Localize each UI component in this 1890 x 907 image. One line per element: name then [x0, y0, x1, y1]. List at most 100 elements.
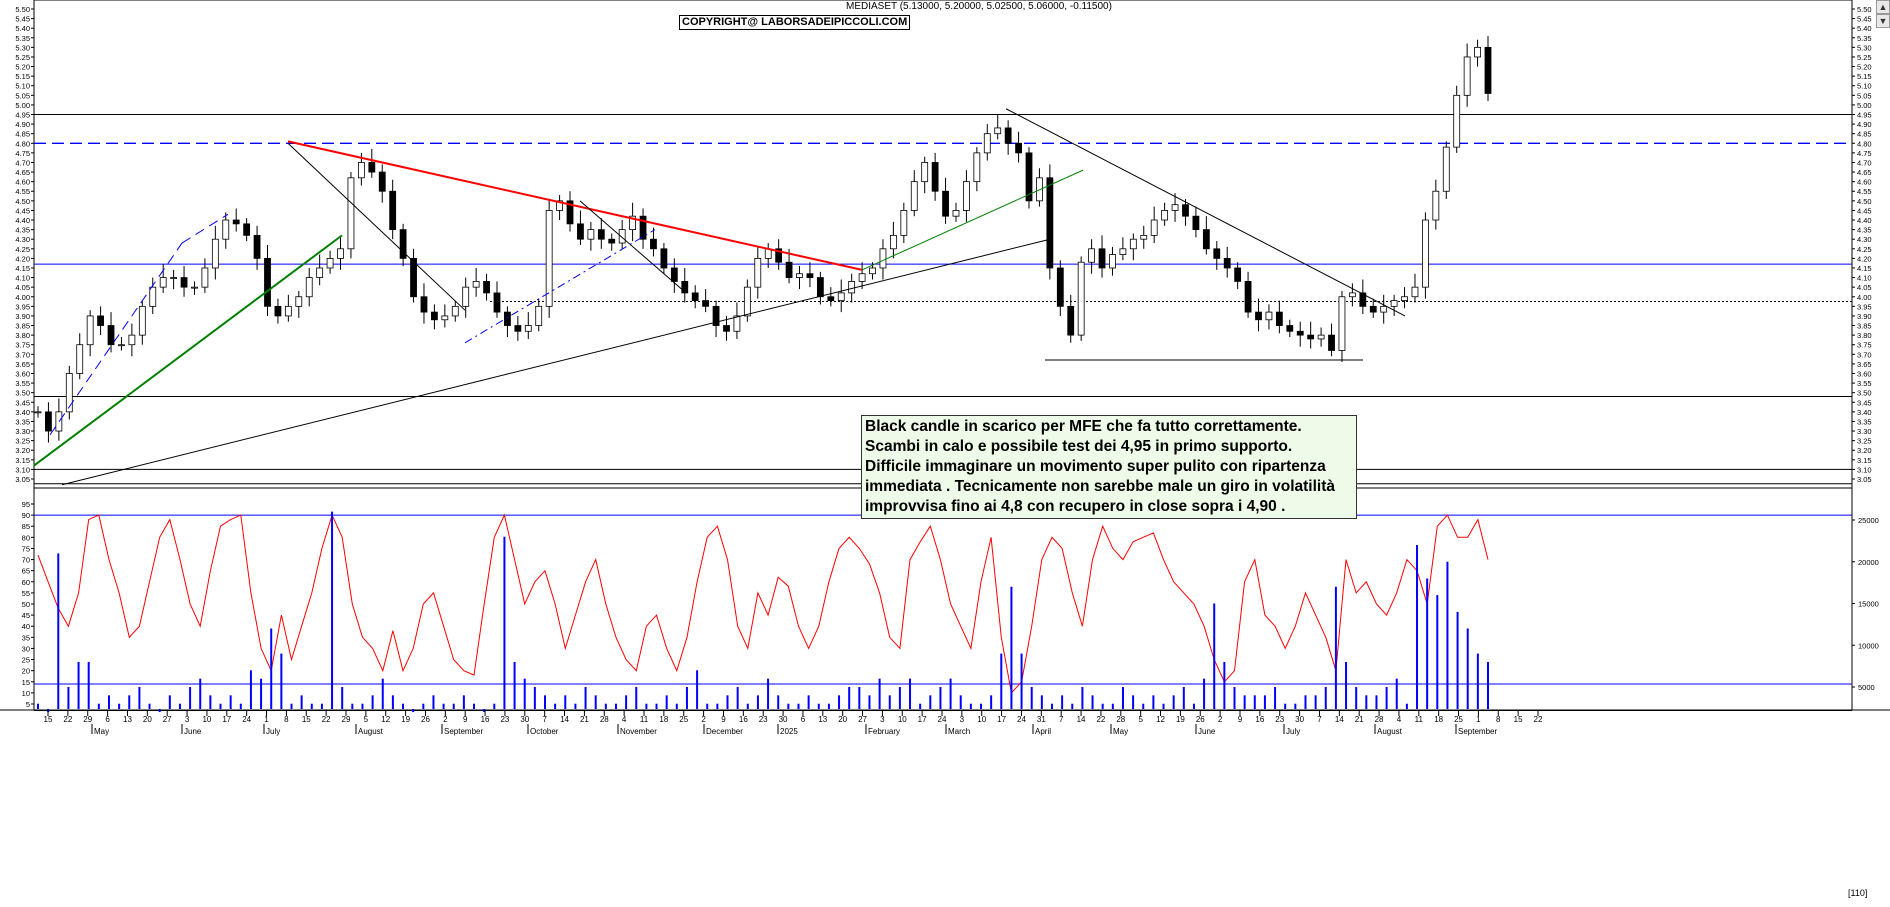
candle-body — [608, 238, 616, 244]
candle-body — [1223, 257, 1231, 269]
candle-body — [253, 234, 261, 259]
candle-body — [1140, 234, 1148, 240]
y-tick-label: 4.85 — [15, 130, 30, 139]
y-tick-label: 3.10 — [1857, 465, 1872, 474]
candle-body — [180, 277, 188, 288]
y-tick-label: 3.95 — [15, 302, 30, 311]
x-tick-label: 8 — [284, 715, 289, 724]
candle-body — [1171, 204, 1179, 211]
x-tick-label: 15 — [1514, 715, 1523, 724]
trendlines — [33, 108, 1406, 486]
candle-body — [816, 277, 824, 298]
y-tick-label: 3.20 — [1857, 446, 1872, 455]
candle-body — [1119, 248, 1127, 255]
x-tick-label: 13 — [818, 715, 827, 724]
month-label: May — [94, 727, 109, 736]
oscillator-panel: 5 10 15 20 25 30 35 40 45 50 55 60 65 70 75 80 85 90 95 — [22, 500, 1852, 709]
candle-body — [1348, 292, 1356, 298]
y-tick-label: 5.05 — [1857, 91, 1872, 100]
x-tick-label: 12 — [1156, 715, 1165, 724]
instrument-title: MEDIASET (5.13000, 5.20000, 5.02500, 5.0… — [846, 1, 1112, 12]
candle-body — [34, 411, 42, 414]
candle-body — [243, 223, 251, 236]
y-tick-label: 3.80 — [1857, 331, 1872, 340]
candle-body — [650, 238, 657, 250]
candle-body — [837, 292, 845, 301]
oscillator-line — [37, 513, 1489, 694]
y-tick-label: 4.70 — [15, 158, 30, 167]
trendline — [287, 142, 466, 311]
y-tick-label: 40 — [22, 622, 30, 631]
candle-body — [1202, 229, 1210, 250]
x-tick-label: 21 — [1355, 715, 1364, 724]
x-tick-label: 18 — [659, 715, 668, 724]
x-tick-label: 29 — [83, 715, 92, 724]
x-tick-label: 27 — [858, 715, 867, 724]
y-tick-label: 4.85 — [1857, 130, 1872, 139]
arrow-down-icon[interactable]: ▼ — [1876, 14, 1890, 28]
candle-body — [587, 229, 595, 240]
y-tick-label: 4.90 — [1857, 120, 1872, 129]
candle-body — [1056, 267, 1064, 307]
candle-body — [1484, 46, 1492, 94]
candle-body — [493, 292, 501, 313]
x-tick-label: 20 — [143, 715, 152, 724]
y-tick-label: 4.00 — [1857, 293, 1872, 302]
y-tick-label: 3.45 — [15, 398, 30, 407]
candle-body — [1474, 46, 1481, 58]
candle-body — [1192, 215, 1200, 231]
candle-body — [347, 177, 355, 250]
annotation-box: Black candle in scarico per MFE che fa t… — [861, 415, 1357, 519]
arrow-up-icon[interactable]: ▲ — [1876, 0, 1890, 14]
candle-body — [1411, 286, 1419, 298]
candle-body — [138, 305, 146, 336]
y-tick-label: 3.75 — [1857, 341, 1872, 350]
candle-body — [378, 171, 386, 192]
month-label: December — [706, 727, 743, 736]
y-tick-label: 3.70 — [1857, 350, 1872, 359]
y-tick-label: 35 — [22, 633, 30, 642]
candle-body — [1234, 267, 1242, 282]
x-tick-label: 17 — [918, 715, 927, 724]
indicator-panel-border — [33, 487, 1853, 711]
month-label: March — [948, 727, 970, 736]
x-tick-label: 22 — [322, 715, 331, 724]
candle-body — [1077, 261, 1085, 336]
candle-body — [1390, 300, 1398, 307]
month-label: November — [620, 727, 657, 736]
y-tick-label: 85 — [22, 522, 30, 531]
candle-body — [702, 300, 710, 307]
candle-body — [848, 281, 856, 294]
candle-body — [1380, 305, 1388, 313]
y-tick-label: 5.25 — [15, 53, 30, 62]
y-tick-label: 4.15 — [1857, 264, 1872, 273]
candle-body — [963, 181, 970, 211]
y-tick-label: 70 — [22, 556, 30, 565]
candle-body — [1296, 330, 1304, 336]
candle-body — [577, 223, 584, 240]
candle-body — [451, 305, 459, 317]
y-tick-label: 5000 — [1858, 683, 1875, 692]
y-tick-label: 15 — [22, 678, 30, 687]
y-tick-label: 3.50 — [15, 389, 30, 398]
y-tick-label: 3.15 — [15, 456, 30, 465]
x-tick-label: 19 — [401, 715, 410, 724]
y-tick-label: 3.70 — [15, 350, 30, 359]
candle-body — [994, 127, 1002, 135]
candle-body — [410, 257, 417, 298]
x-tick-label: 25 — [1454, 715, 1463, 724]
x-tick-label: 17 — [222, 715, 231, 724]
y-tick-label: 4.75 — [15, 149, 30, 158]
x-tick-label: 14 — [560, 715, 569, 724]
x-tick-label: 7 — [542, 715, 547, 724]
y-tick-label: 3.05 — [15, 475, 30, 484]
y-tick-label: 3.95 — [1857, 302, 1872, 311]
x-tick-label: 13 — [123, 715, 132, 724]
candle-body — [910, 181, 918, 211]
y-tick-label: 3.85 — [15, 322, 30, 331]
x-tick-label: 22 — [63, 715, 72, 724]
candle-body — [1255, 311, 1262, 321]
candle-body — [670, 267, 678, 282]
